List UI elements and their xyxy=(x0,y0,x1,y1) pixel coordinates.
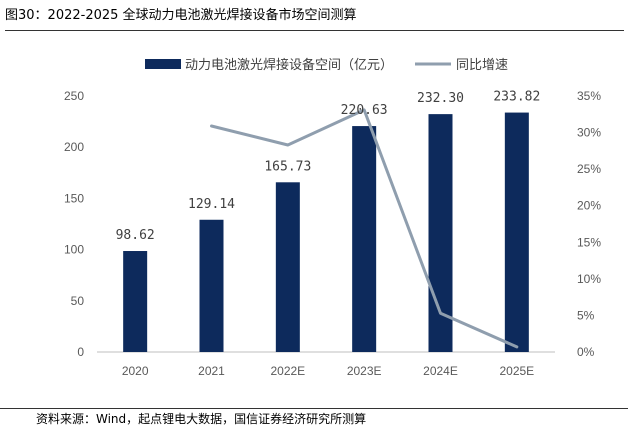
bar-value-label: 220.63 xyxy=(341,103,388,118)
bar-value-label: 98.62 xyxy=(116,228,155,243)
bar xyxy=(352,126,377,352)
y-right-tick-label: 5% xyxy=(577,308,595,322)
bar-value-label: 232.30 xyxy=(417,91,464,106)
y-left-tick-label: 250 xyxy=(64,89,84,103)
y-left-tick-label: 150 xyxy=(64,191,84,205)
bar xyxy=(123,251,148,352)
legend-bar-swatch xyxy=(145,59,181,69)
bar-value-label: 165.73 xyxy=(264,159,311,174)
bars xyxy=(123,112,529,352)
growth-line-path xyxy=(210,108,519,349)
bar xyxy=(275,182,300,352)
legend: 动力电池激光焊接设备空间（亿元） 同比增速 xyxy=(145,57,508,73)
bar-value-label: 129.14 xyxy=(188,197,235,212)
bar-value-label: 233.82 xyxy=(493,90,540,105)
axes: 0 50 100 150 200 250 0% 5% 10% 15% 20% 25% 30% 35% 202… xyxy=(64,89,601,378)
growth-line xyxy=(210,108,519,349)
x-tick-label: 2025E xyxy=(499,364,534,378)
data-labels: 98.62 129.14 165.73 220.63 232.30 233.82 xyxy=(116,90,541,243)
bar xyxy=(504,112,529,352)
x-tick-label: 2024E xyxy=(423,364,458,378)
y-right-tick-label: 15% xyxy=(577,235,601,249)
x-tick-label: 2022E xyxy=(270,364,305,378)
y-left-tick-label: 50 xyxy=(71,294,85,308)
y-right-tick-label: 10% xyxy=(577,272,601,286)
y-left-tick-label: 100 xyxy=(64,243,84,257)
y-right-tick-label: 0% xyxy=(577,345,595,359)
y-right-tick-label: 20% xyxy=(577,199,601,213)
x-tick-label: 2020 xyxy=(122,364,149,378)
figure-title: 图30：2022-2025 全球动力电池激光焊接设备市场空间测算 xyxy=(5,8,357,23)
legend-line-label: 同比增速 xyxy=(456,58,508,73)
source-note: 资料来源：Wind，起点锂电大数据，国信证券经济研究所测算 xyxy=(36,412,367,426)
bar xyxy=(199,219,224,352)
y-right-tick-label: 30% xyxy=(577,126,601,140)
title-rule xyxy=(5,30,624,31)
y-left-tick-label: 0 xyxy=(77,345,84,359)
y-left-tick-label: 200 xyxy=(64,140,84,154)
footer-rule xyxy=(0,408,628,409)
x-tick-label: 2021 xyxy=(198,364,225,378)
legend-bar-label: 动力电池激光焊接设备空间（亿元） xyxy=(185,57,393,73)
y-right-tick-label: 25% xyxy=(577,162,601,176)
y-right-tick-label: 35% xyxy=(577,89,601,103)
x-tick-label: 2023E xyxy=(347,364,382,378)
